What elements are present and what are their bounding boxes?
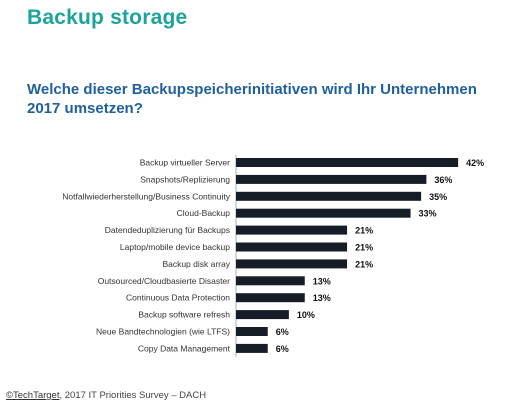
category-label: Backup virtueller Server (140, 158, 230, 168)
value-label: 42% (466, 158, 484, 168)
category-label: Neue Bandtechnologien (wie LTFS) (96, 327, 230, 337)
footer-text: , 2017 IT Priorities Survey – DACH (59, 390, 207, 401)
bar (236, 259, 348, 269)
value-label: 21% (355, 259, 373, 269)
value-label: 33% (419, 209, 437, 219)
value-label: 6% (276, 344, 289, 354)
category-label: Snapshots/Replizierung (140, 174, 230, 184)
footer-source: ©TechTarget, 2017 IT Priorities Survey –… (6, 390, 206, 401)
value-label: 13% (313, 293, 331, 303)
category-label: Backup software refresh (138, 310, 230, 320)
bar (236, 293, 305, 303)
bar (236, 276, 305, 286)
category-label: Outsourced/Cloudbasierte Disaster (98, 276, 230, 286)
category-label: Cloud-Backup (177, 208, 231, 218)
category-label: Continuous Data Protection (126, 293, 230, 303)
value-label: 21% (355, 243, 373, 253)
value-label: 35% (429, 192, 447, 202)
bar (236, 327, 268, 336)
bar (236, 158, 459, 167)
bar (236, 174, 427, 184)
category-label: Datendeduplizierung für Backups (105, 225, 230, 235)
value-label: 13% (313, 276, 331, 286)
value-label: 6% (276, 327, 289, 337)
bar (236, 343, 268, 353)
bar (236, 225, 348, 235)
category-label: Laptop/mobile device backup (120, 242, 230, 252)
bar (236, 191, 422, 201)
footer-brand: ©TechTarget (6, 390, 60, 401)
category-label: Backup disk array (162, 259, 230, 269)
page-title: Backup storage (27, 6, 188, 29)
value-label: 10% (297, 310, 315, 320)
chart-question: Welche dieser Backupspeicherinitiativen … (27, 81, 477, 117)
bar (236, 242, 348, 252)
category-label: Notfallwiederherstellung/Business Contin… (62, 191, 230, 201)
value-label: 21% (355, 226, 373, 236)
bar-chart: Backup virtueller Server 42% Snapshots/Rep… (62, 155, 484, 357)
value-label: 36% (434, 175, 452, 185)
bar (236, 208, 411, 218)
category-label: Copy Data Management (138, 343, 231, 353)
bar (236, 310, 289, 320)
